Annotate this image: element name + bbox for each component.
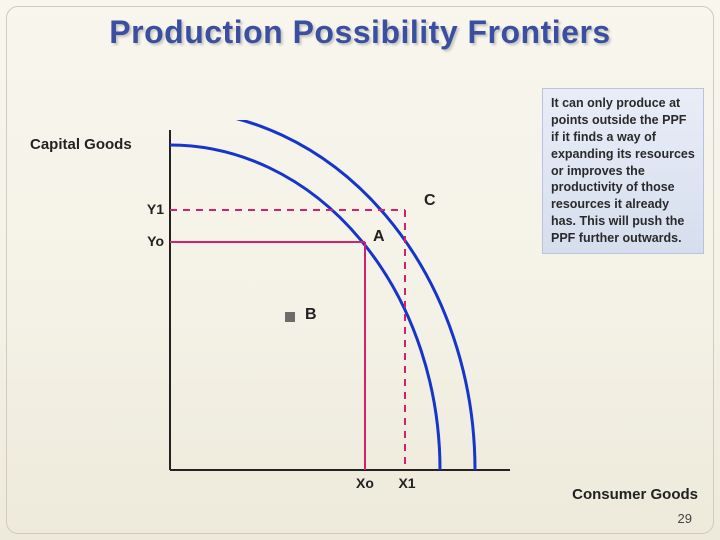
x-axis-label: Consumer Goods xyxy=(572,486,698,503)
callout-box: It can only produce at points outside th… xyxy=(542,88,704,254)
label-point-a: A xyxy=(373,228,385,246)
page-number: 29 xyxy=(678,511,692,526)
y-axis-label: Capital Goods xyxy=(30,136,132,153)
point-b-marker xyxy=(285,312,295,322)
label-point-b: B xyxy=(305,306,317,324)
x-tick-xo: Xo xyxy=(348,475,382,491)
ppf-outer-curve xyxy=(170,110,475,470)
label-point-c: C xyxy=(424,192,436,210)
ppf-chart: Capital Goods Y1 Yo Xo X1 A C B xyxy=(30,90,550,490)
y-tick-y1: Y1 xyxy=(130,201,164,217)
x-tick-x1: X1 xyxy=(390,475,424,491)
y-tick-yo: Yo xyxy=(130,233,164,249)
page-title: Production Possibility Frontiers xyxy=(0,14,720,51)
